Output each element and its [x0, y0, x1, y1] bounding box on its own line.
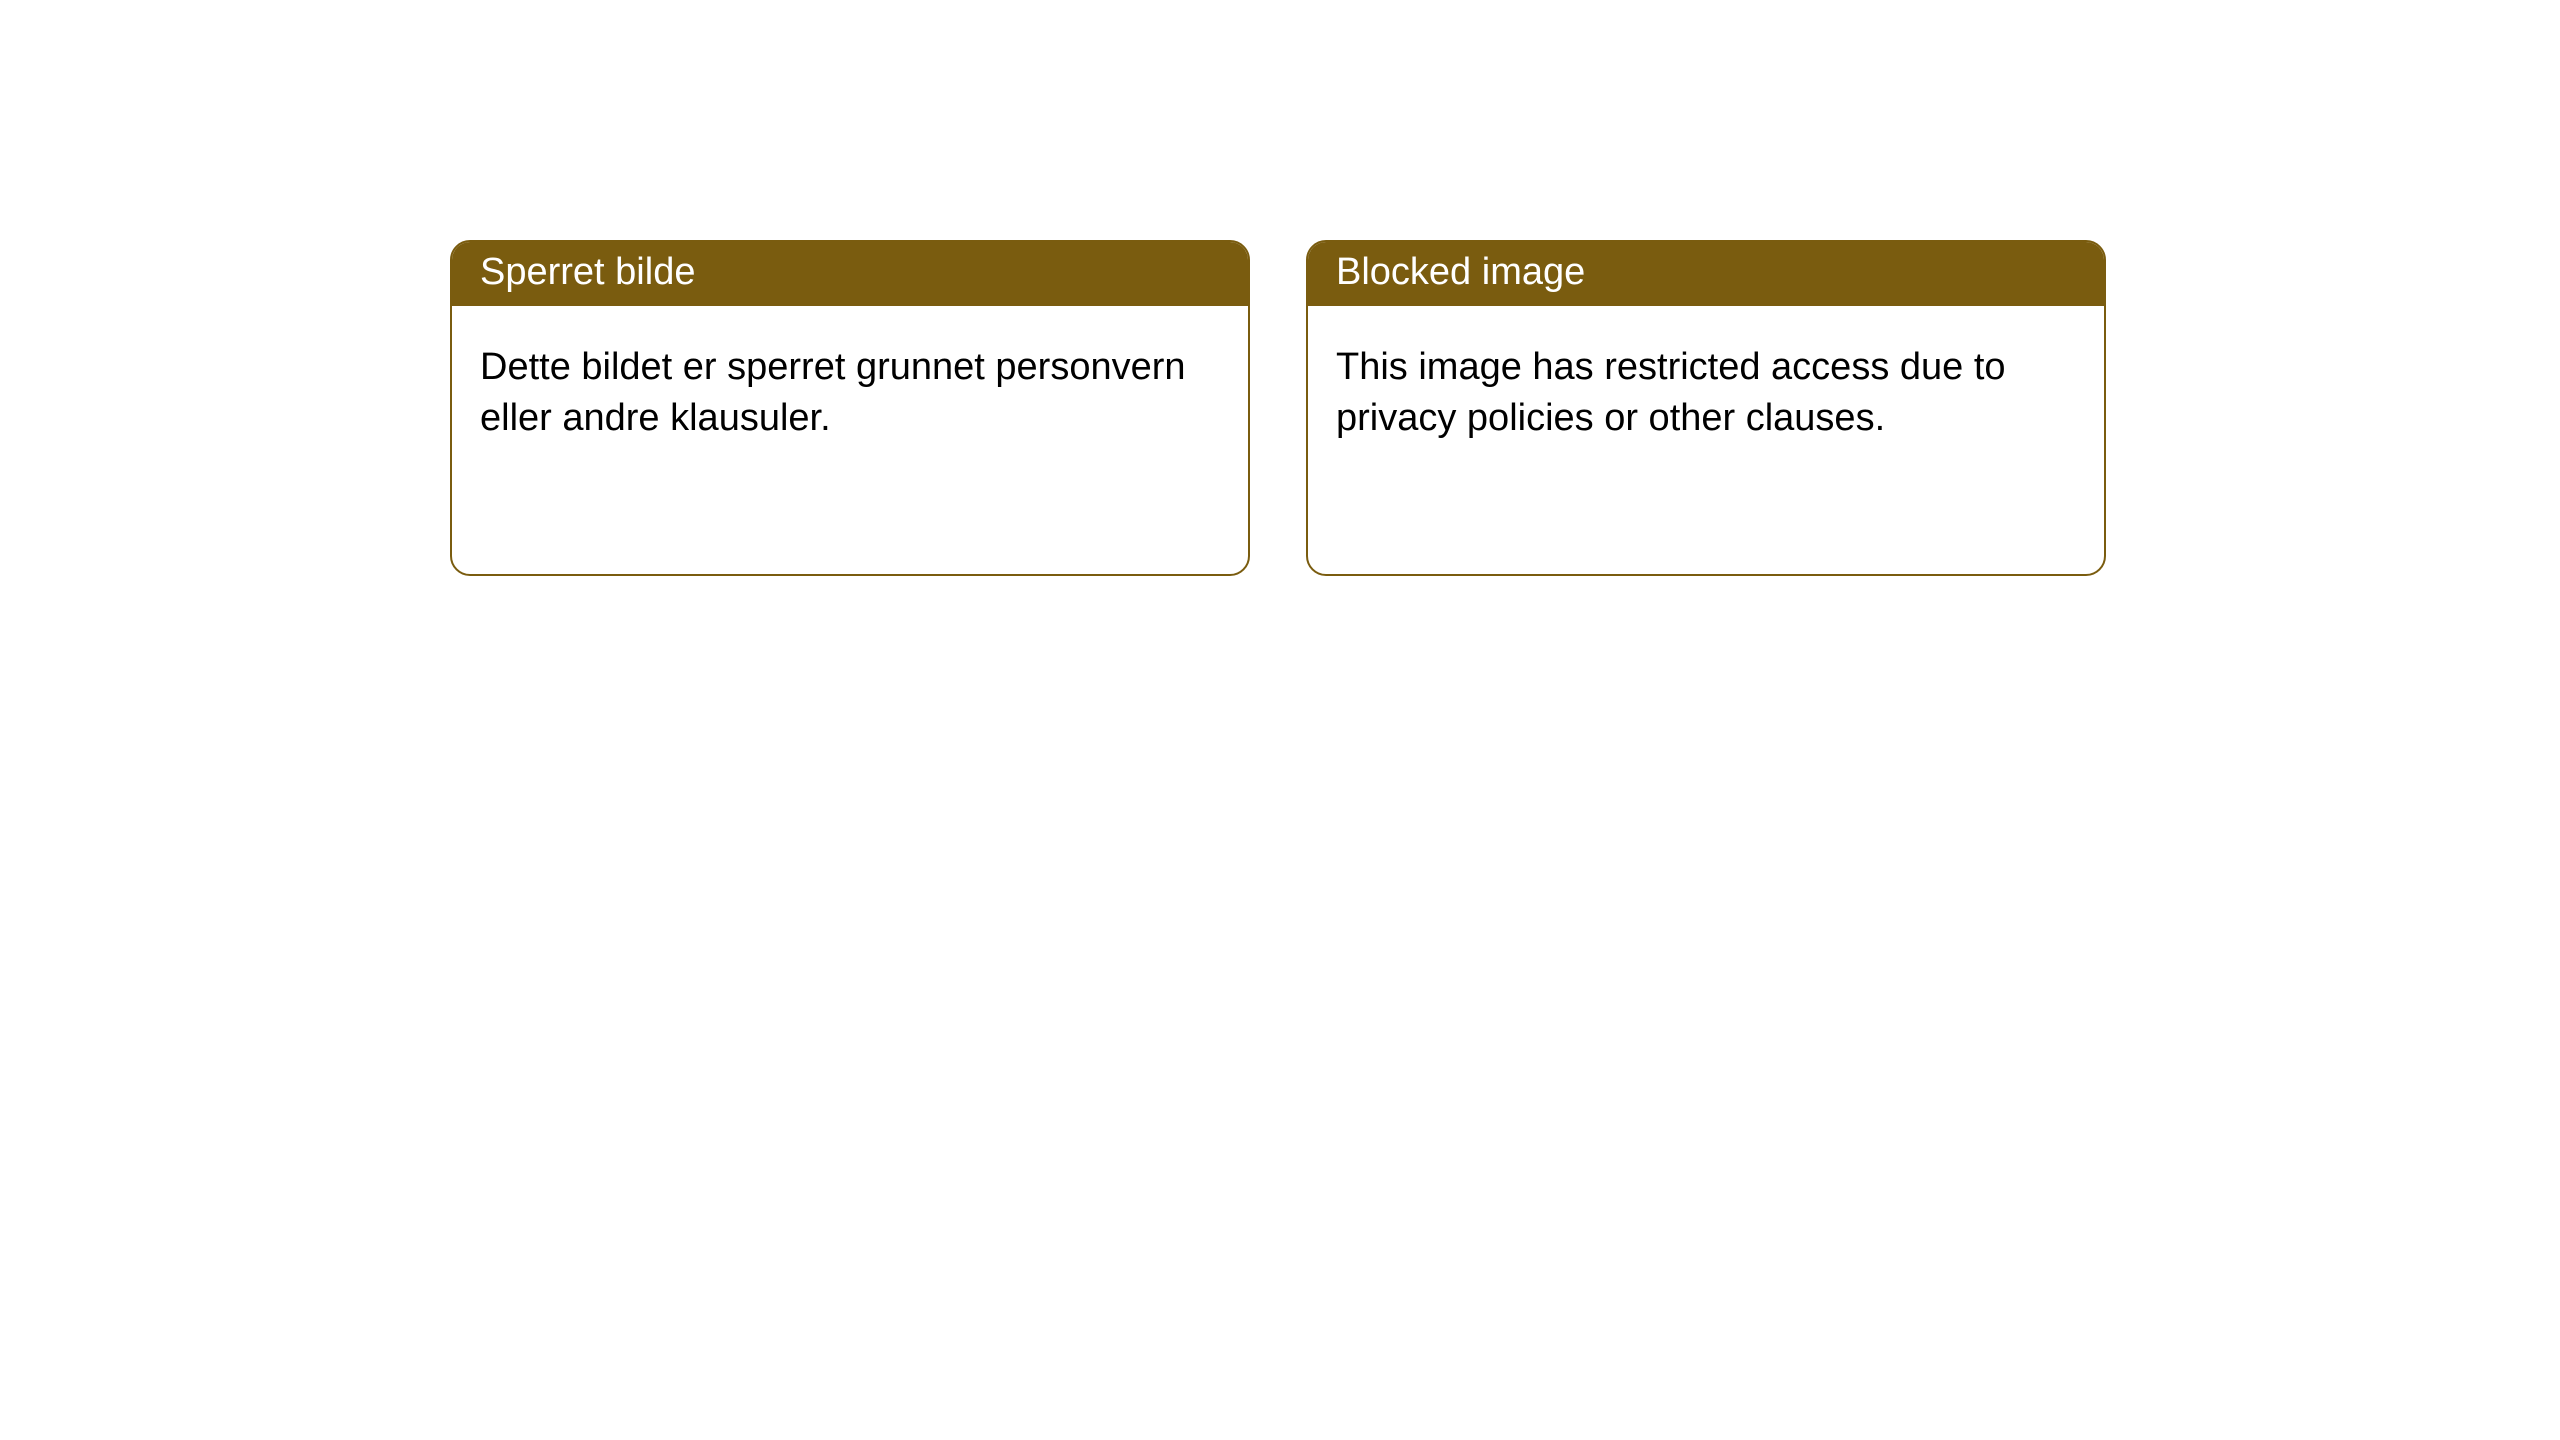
- notice-title-norwegian: Sperret bilde: [452, 242, 1248, 306]
- notice-body-english: This image has restricted access due to …: [1308, 306, 2104, 473]
- notice-card-norwegian: Sperret bilde Dette bildet er sperret gr…: [450, 240, 1250, 576]
- notice-card-english: Blocked image This image has restricted …: [1306, 240, 2106, 576]
- notice-body-norwegian: Dette bildet er sperret grunnet personve…: [452, 306, 1248, 473]
- notice-title-english: Blocked image: [1308, 242, 2104, 306]
- notice-container: Sperret bilde Dette bildet er sperret gr…: [0, 0, 2560, 576]
